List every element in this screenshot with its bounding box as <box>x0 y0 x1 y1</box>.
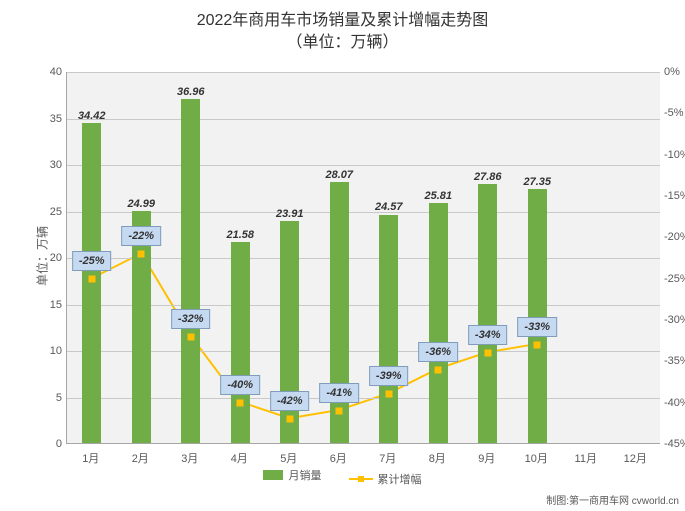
legend-swatch-line <box>349 478 373 480</box>
x-tick-label: 2月 <box>132 450 149 466</box>
bar <box>82 123 101 443</box>
y1-tick-label: 10 <box>32 345 62 357</box>
x-tick-label: 8月 <box>429 450 446 466</box>
y1-tick-label: 20 <box>32 252 62 264</box>
bar-value-label: 23.91 <box>276 208 304 220</box>
bar-value-label: 25.81 <box>424 190 452 202</box>
line-value-box: -33% <box>517 317 557 337</box>
y1-tick-label: 30 <box>32 159 62 171</box>
line-value-box: -40% <box>220 375 260 395</box>
gridline <box>67 351 660 352</box>
line-marker <box>534 341 541 348</box>
bar-value-label: 24.57 <box>375 201 403 213</box>
y2-tick-label: -5% <box>664 107 685 119</box>
plot-area: 34.42 -25% 24.99 -22% 36.96 -32% 21.58 -40% 23.9… <box>66 72 660 444</box>
line-marker <box>187 333 194 340</box>
y2-tick-label: -30% <box>664 314 685 326</box>
y1-tick-label: 25 <box>32 206 62 218</box>
line-value-box: -22% <box>121 226 161 246</box>
bar <box>330 182 349 443</box>
legend-label-bars: 月销量 <box>288 467 321 483</box>
x-tick-label: 4月 <box>231 450 248 466</box>
gridline <box>67 398 660 399</box>
x-tick-label: 7月 <box>379 450 396 466</box>
line-marker <box>138 250 145 257</box>
legend-label-line: 累计增幅 <box>378 471 422 487</box>
line-marker <box>237 399 244 406</box>
y2-tick-label: -35% <box>664 355 685 367</box>
gridline <box>67 72 660 73</box>
x-tick-label: 5月 <box>280 450 297 466</box>
gridline <box>67 305 660 306</box>
bar <box>231 242 250 443</box>
line-value-box: -25% <box>72 251 112 271</box>
footer-credit: 制图:第一商用车网 cvworld.cn <box>546 492 679 507</box>
legend: 月销量 累计增幅 <box>0 467 685 487</box>
y2-tick-label: -25% <box>664 273 685 285</box>
y1-tick-label: 40 <box>32 66 62 78</box>
y1-tick-label: 0 <box>32 438 62 450</box>
y1-tick-label: 15 <box>32 299 62 311</box>
line-marker <box>88 275 95 282</box>
x-tick-label: 3月 <box>181 450 198 466</box>
title-line1: 2022年商用车市场销量及累计增幅走势图 <box>0 10 685 32</box>
line-marker <box>286 416 293 423</box>
bar <box>379 215 398 444</box>
line-value-box: -39% <box>369 366 409 386</box>
gridline <box>67 165 660 166</box>
line-value-box: -32% <box>171 309 211 329</box>
bar <box>429 203 448 443</box>
y2-tick-label: -40% <box>664 397 685 409</box>
bar-value-label: 27.35 <box>523 176 551 188</box>
legend-item-line: 累计增幅 <box>349 471 422 487</box>
bar-value-label: 36.96 <box>177 86 205 98</box>
bar-value-label: 34.42 <box>78 110 106 122</box>
gridline <box>67 212 660 213</box>
y2-tick-label: -15% <box>664 190 685 202</box>
x-tick-label: 10月 <box>525 450 548 466</box>
bar <box>181 99 200 443</box>
x-tick-label: 6月 <box>330 450 347 466</box>
line-value-box: -36% <box>418 342 458 362</box>
chart-container: 2022年商用车市场销量及累计增幅走势图 （单位：万辆） 单位：万辆 34.42… <box>0 0 685 511</box>
y2-tick-label: 0% <box>664 66 685 78</box>
chart-title: 2022年商用车市场销量及累计增幅走势图 （单位：万辆） <box>0 0 685 55</box>
gridline <box>67 119 660 120</box>
y1-tick-label: 35 <box>32 113 62 125</box>
line-marker <box>484 350 491 357</box>
bar-value-label: 24.99 <box>127 198 155 210</box>
line-value-box: -41% <box>319 383 359 403</box>
x-tick-label: 1月 <box>82 450 99 466</box>
bar-value-label: 28.07 <box>325 169 353 181</box>
gridline <box>67 258 660 259</box>
bar <box>478 184 497 443</box>
x-tick-label: 9月 <box>478 450 495 466</box>
line-marker <box>435 366 442 373</box>
x-tick-label: 12月 <box>624 450 647 466</box>
legend-item-bars: 月销量 <box>263 467 321 483</box>
bar-value-label: 21.58 <box>226 229 254 241</box>
line-value-box: -34% <box>468 325 508 345</box>
line-value-box: -42% <box>270 391 310 411</box>
line-marker <box>385 391 392 398</box>
bar-value-label: 27.86 <box>474 171 502 183</box>
y1-tick-label: 5 <box>32 392 62 404</box>
x-tick-label: 11月 <box>575 450 597 466</box>
y2-tick-label: -20% <box>664 231 685 243</box>
y2-tick-label: -10% <box>664 149 685 161</box>
y2-tick-label: -45% <box>664 438 685 450</box>
title-line2: （单位：万辆） <box>0 32 685 54</box>
legend-swatch-bar <box>263 470 283 480</box>
line-marker <box>336 407 343 414</box>
